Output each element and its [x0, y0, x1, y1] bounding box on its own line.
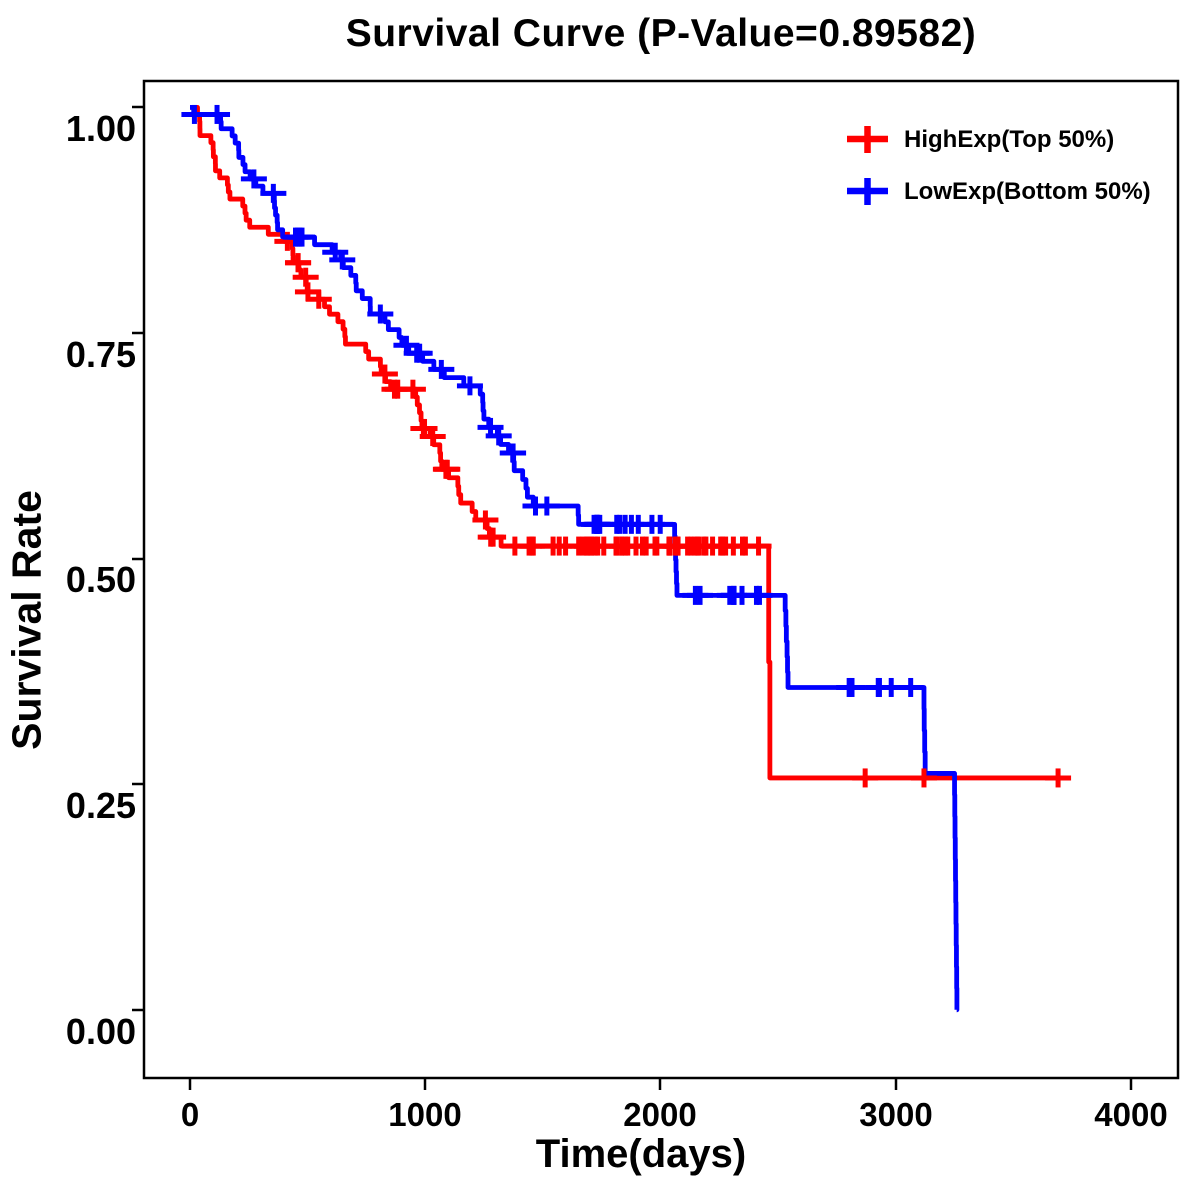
svg-text:LowExp(Bottom 50%): LowExp(Bottom 50%)	[904, 178, 1151, 205]
svg-text:HighExp(Top 50%): HighExp(Top 50%)	[904, 126, 1114, 153]
